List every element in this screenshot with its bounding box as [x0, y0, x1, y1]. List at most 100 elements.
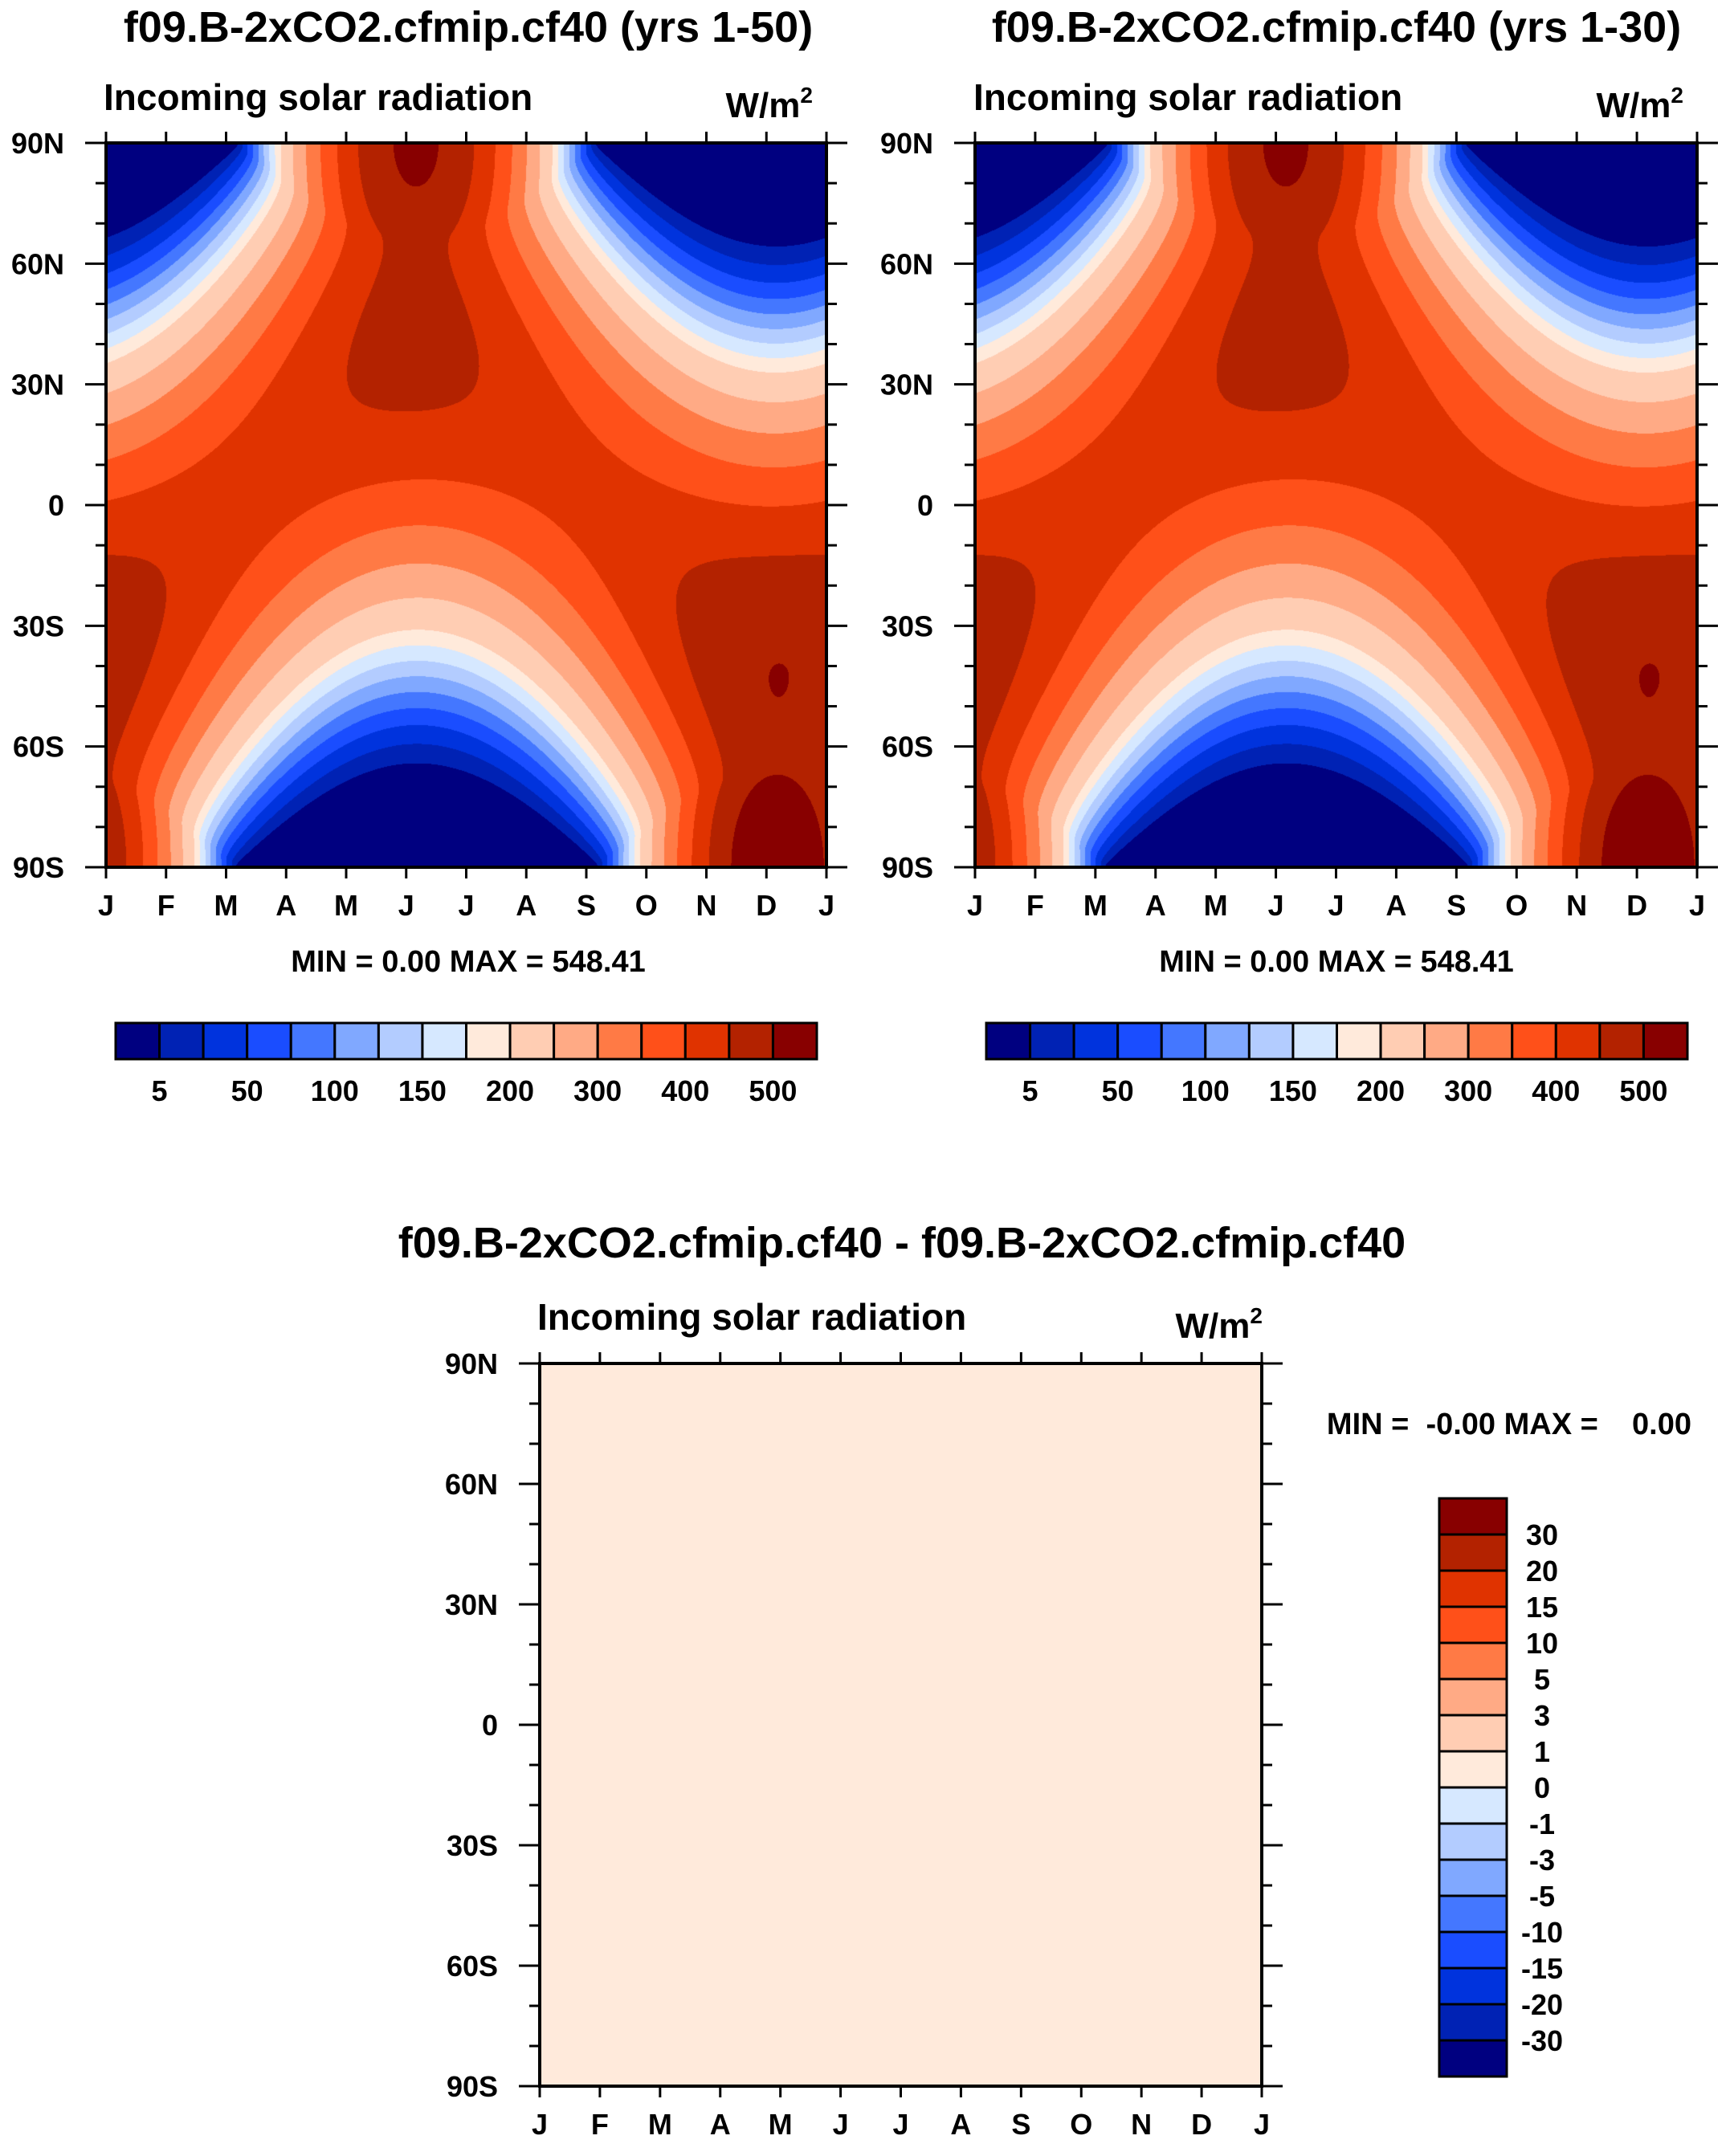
- x-tick-label: S: [1446, 889, 1466, 922]
- y-tick-label: 90S: [13, 851, 64, 884]
- x-tick-label: J: [532, 2108, 548, 2141]
- panel-subtitle: Incoming solar radiation: [537, 1296, 966, 1338]
- colorbar-box: [158, 1021, 205, 1061]
- y-tick-label: 60S: [13, 731, 64, 764]
- x-tick-label: J: [1689, 889, 1705, 922]
- x-tick-label: F: [157, 889, 175, 922]
- x-tick-label: A: [516, 889, 537, 922]
- x-tick-label: M: [769, 2108, 793, 2141]
- colorbar-label: 20: [1526, 1555, 1558, 1587]
- x-tick-label: D: [1626, 889, 1647, 922]
- x-tick-label: A: [1145, 889, 1166, 922]
- colorbar-box: [1467, 1021, 1514, 1061]
- units-label: W/m2: [726, 83, 813, 125]
- colorbar-box: [1438, 1569, 1508, 1608]
- colorbar-box: [1438, 1894, 1508, 1934]
- colorbar-label: 500: [1619, 1074, 1667, 1107]
- x-tick-label: F: [591, 2108, 609, 2141]
- x-tick-label: N: [1566, 889, 1587, 922]
- x-tick-label: O: [1070, 2108, 1092, 2141]
- x-tick-label: J: [1268, 889, 1284, 922]
- colorbar-label: 150: [1269, 1074, 1317, 1107]
- colorbar-box: [508, 1021, 556, 1061]
- colorbar-label: 200: [1357, 1074, 1405, 1107]
- colorbar-box: [1336, 1021, 1382, 1061]
- x-tick-label: A: [950, 2108, 971, 2141]
- panel-title: f09.B-2xCO2.cfmip.cf40 (yrs 1-30): [992, 3, 1681, 51]
- colorbar-box: [202, 1021, 249, 1061]
- colorbar-box: [1438, 1533, 1508, 1572]
- y-tick-label: 0: [917, 489, 933, 522]
- colorbar-label: 0: [1534, 1771, 1550, 1804]
- x-tick-label: J: [398, 889, 414, 922]
- x-tick-label: N: [1131, 2108, 1152, 2141]
- y-tick-label: 30S: [882, 609, 933, 642]
- colorbar-box: [1511, 1021, 1557, 1061]
- colorbar-box: [1072, 1021, 1120, 1061]
- panel-subtitle: Incoming solar radiation: [104, 76, 532, 118]
- colorbar-box: [1642, 1021, 1689, 1061]
- colorbar-box: [1438, 1605, 1508, 1645]
- colorbar-label: 300: [573, 1074, 622, 1107]
- x-tick-label: J: [458, 889, 474, 922]
- colorbar-box: [1554, 1021, 1601, 1061]
- x-tick-label: M: [1083, 889, 1108, 922]
- x-tick-label: O: [1505, 889, 1528, 922]
- x-tick-label: A: [710, 2108, 731, 2141]
- colorbar-label: -15: [1521, 1952, 1563, 1985]
- colorbar-box: [596, 1021, 643, 1061]
- colorbar-box: [421, 1021, 467, 1061]
- units-label: W/m2: [1597, 83, 1683, 125]
- panel-subtitle: Incoming solar radiation: [973, 76, 1402, 118]
- colorbar-label: 100: [1181, 1074, 1230, 1107]
- y-tick-label: 60S: [447, 1950, 498, 1983]
- x-tick-label: N: [696, 889, 717, 922]
- min-max-label: MIN = 0.00 MAX = 548.41: [1159, 945, 1513, 979]
- colorbar-label: 50: [1102, 1074, 1134, 1107]
- min-max-label: MIN = -0.00 MAX = 0.00: [1327, 1408, 1691, 1441]
- colorbar-label: 500: [749, 1074, 797, 1107]
- colorbar-box: [985, 1021, 1032, 1061]
- y-tick-label: 30N: [880, 369, 933, 401]
- x-tick-label: F: [1026, 889, 1044, 922]
- colorbar-box: [377, 1021, 424, 1061]
- colorbar-label: -1: [1529, 1808, 1555, 1840]
- x-tick-label: S: [1011, 2108, 1030, 2141]
- colorbar-box: [1291, 1021, 1338, 1061]
- colorbar-box: [1116, 1021, 1163, 1061]
- colorbar-box: [289, 1021, 337, 1061]
- x-tick-label: A: [1385, 889, 1406, 922]
- colorbar-label: -5: [1529, 1880, 1555, 1913]
- x-tick-label: J: [98, 889, 114, 922]
- y-tick-label: 30N: [11, 369, 64, 401]
- x-tick-label: S: [577, 889, 596, 922]
- colorbar-label: 300: [1444, 1074, 1492, 1107]
- plot-frame: [104, 141, 828, 869]
- colorbar-label: 1: [1534, 1735, 1550, 1768]
- colorbar-box: [771, 1021, 818, 1061]
- y-tick-label: 90S: [447, 2070, 498, 2103]
- plot-frame: [538, 1362, 1263, 2088]
- colorbar-box: [553, 1021, 599, 1061]
- colorbar-box: [1438, 2039, 1508, 2078]
- colorbar-label: 5: [1534, 1663, 1550, 1696]
- y-tick-label: 90N: [445, 1347, 498, 1380]
- colorbar-box: [333, 1021, 380, 1061]
- x-tick-label: D: [1191, 2108, 1212, 2141]
- colorbar-box: [1438, 2003, 1508, 2042]
- colorbar-box: [1438, 1966, 1508, 2006]
- y-tick-label: 0: [48, 489, 64, 522]
- panel-title: f09.B-2xCO2.cfmip.cf40 (yrs 1-50): [124, 3, 813, 51]
- colorbar-box: [1029, 1021, 1075, 1061]
- y-tick-label: 30S: [447, 1829, 498, 1862]
- colorbar-box: [1379, 1021, 1426, 1061]
- colorbar-label: 400: [661, 1074, 709, 1107]
- colorbar-label: -20: [1521, 1988, 1563, 2021]
- colorbar-label: 3: [1534, 1699, 1550, 1732]
- colorbar-label: 400: [1532, 1074, 1580, 1107]
- colorbar-label: 5: [152, 1074, 168, 1107]
- colorbar-box: [1423, 1021, 1470, 1061]
- colorbar-label: 100: [311, 1074, 359, 1107]
- x-tick-label: M: [334, 889, 358, 922]
